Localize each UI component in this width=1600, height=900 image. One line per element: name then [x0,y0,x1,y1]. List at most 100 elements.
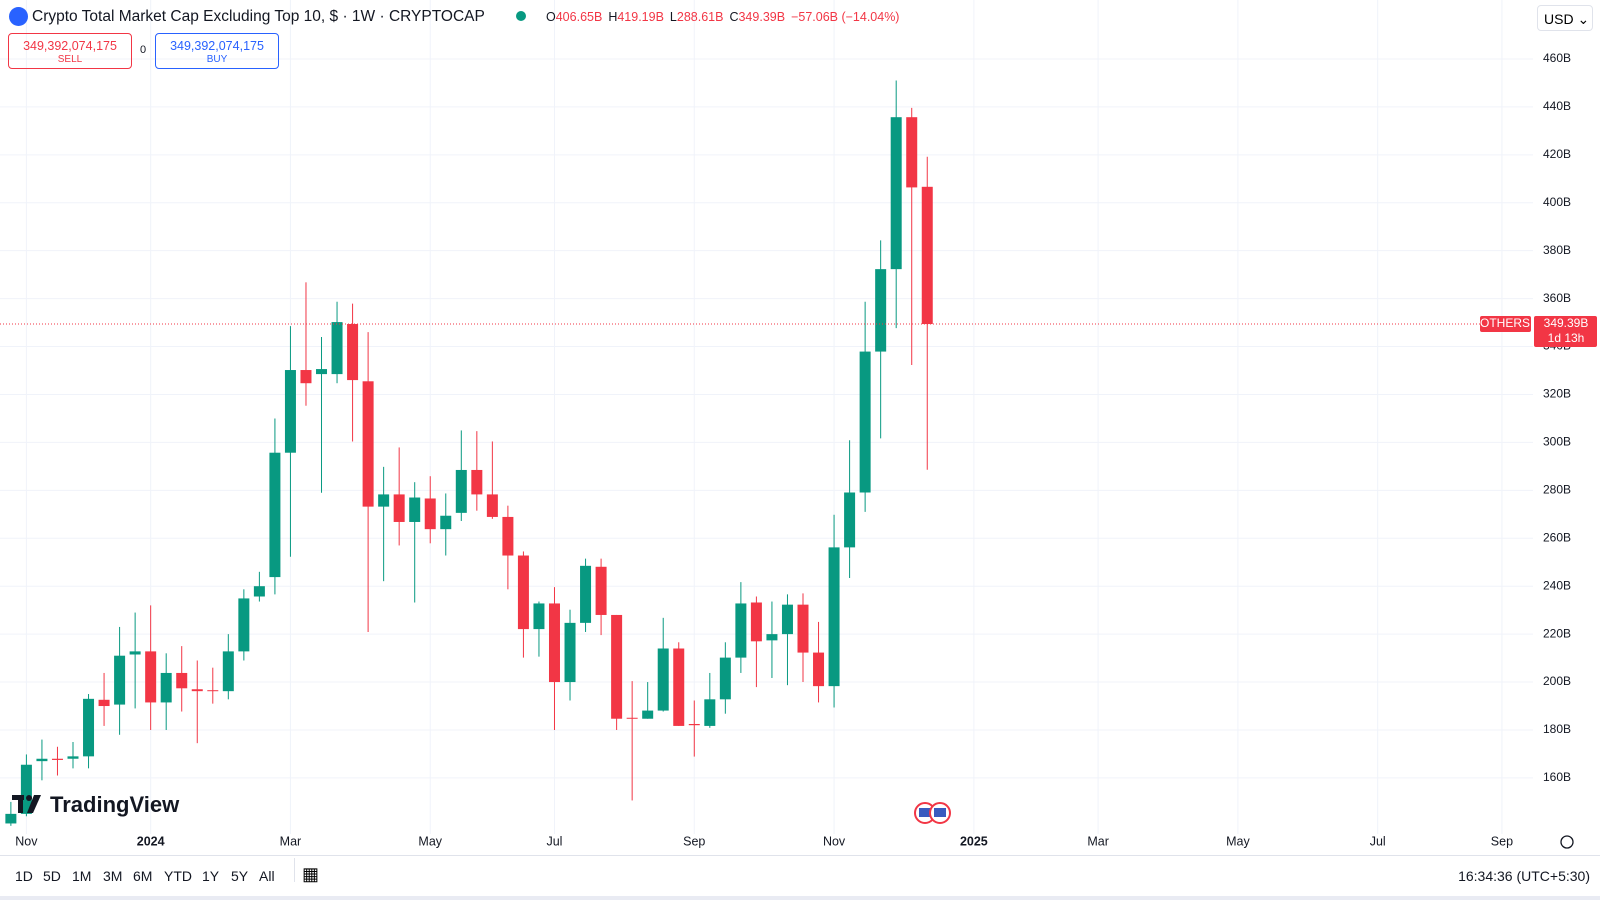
currency: USD [1544,11,1574,27]
ohlc-key: C [729,10,739,24]
range-button[interactable]: All [259,868,275,884]
candle-body [657,648,669,711]
y-tick-label: 440B [1543,99,1571,113]
candle-body [362,381,374,507]
candle-body [331,322,343,375]
candle-body [67,756,79,759]
candle-body [766,634,778,641]
candle-body [222,651,234,692]
y-tick-label: 320B [1543,387,1571,401]
buy-label: BUY [206,54,228,65]
range-button[interactable]: 1M [72,868,92,884]
x-tick-label: 2025 [960,834,988,848]
x-tick-label: May [418,834,442,848]
candle-body [750,602,762,642]
ohlc-value: 349.39B [738,10,786,24]
y-tick-label: 220B [1543,626,1571,640]
candle-body [626,717,638,719]
y-tick-label: 460B [1543,51,1571,65]
x-tick-label: Jul [1370,834,1386,848]
candle-body [595,566,607,615]
x-tick-label: Nov [823,834,846,848]
candle-body [145,651,157,703]
candle-body [875,269,887,352]
ohlc-key: L [669,10,677,24]
candle-body [238,598,250,652]
candle-body [191,689,203,692]
candle-body [284,370,296,453]
candle-body [36,758,48,762]
candle-body [735,603,747,658]
countdown: 1d 13h [1548,331,1585,345]
candle-body [502,516,514,556]
candle-body [906,117,918,188]
candle-body [455,469,467,513]
candle-body [548,603,560,683]
price-tag-bg [1534,316,1597,348]
toolbar-border [0,855,1600,856]
candle-body [921,186,933,325]
candle-body [719,657,731,700]
candle-body [828,547,840,687]
candle-body [704,699,716,726]
settings-icon [1560,835,1574,849]
range-button[interactable]: 5D [43,868,61,884]
candle-body [611,614,623,719]
separator [294,858,295,882]
candle-body [424,498,436,530]
candle-body [160,672,172,703]
y-tick-label: 240B [1543,578,1571,592]
range-button[interactable]: 1Y [202,868,220,884]
currency-select[interactable]: USD ⌄ [1537,5,1593,31]
x-tick-label: Nov [15,834,38,848]
candle-body [20,764,32,814]
candle-body [253,586,265,597]
candle-body [207,690,219,692]
candle-body [98,699,110,707]
sell-price: 349,392,074,175 [23,39,117,53]
range-button[interactable]: 6M [133,868,153,884]
y-tick-label: 360B [1543,291,1571,305]
candle-body [316,369,328,375]
sell-label: SELL [57,54,83,65]
ohlc-value: 419.19B [617,10,664,24]
x-tick-label: Mar [1087,834,1109,848]
y-tick-label: 280B [1543,483,1571,497]
range-button[interactable]: 1D [15,868,33,884]
candle-body [83,698,95,757]
range-button[interactable]: YTD [164,868,192,884]
candle-body [378,494,390,507]
candle-body [813,652,825,687]
candle-body [859,351,871,493]
x-tick-label: 2024 [137,834,165,848]
date-range-icon[interactable]: ▦ [302,864,320,884]
x-tick-label: Sep [1491,834,1513,848]
y-tick-label: 260B [1543,530,1571,544]
range-button[interactable]: 5Y [231,868,249,884]
ohlc-legend: O406.65B H419.19B L288.61B C349.39B −57.06B … [546,10,899,24]
candle-body [688,723,700,726]
x-tick-label: Mar [280,834,302,848]
candle-body [564,622,576,683]
candle-body [176,672,188,689]
range-button[interactable]: 3M [103,868,123,884]
buy-button[interactable]: 349,392,074,175 BUY [155,33,279,69]
candle-body [471,469,483,495]
candle-body [300,370,312,384]
price-tag: 349.39B [1544,316,1589,330]
candle-body [580,565,592,623]
candle-body [5,813,17,824]
candle-body [393,494,405,522]
y-tick-label: 420B [1543,147,1571,161]
status-dot [516,11,526,21]
ohlc-value: 288.61B [676,10,724,24]
x-tick-label: Jul [546,834,562,848]
candle-body [347,324,359,381]
sell-button[interactable]: 349,392,074,175 SELL [8,33,132,69]
change: −57.06B (−14.04%) [791,10,900,24]
y-tick-label: 180B [1543,722,1571,736]
x-tick-label: May [1226,834,1250,848]
y-tick-label: 200B [1543,674,1571,688]
series-tag: OTHERS [1480,316,1530,330]
chart: 160B180B200B220B240B260B280B300B320B340B… [0,0,1597,849]
